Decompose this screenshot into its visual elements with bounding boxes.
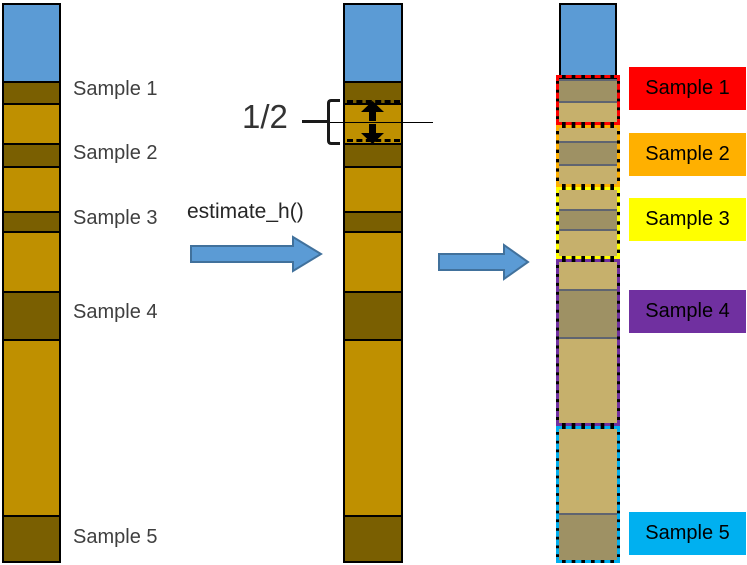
middle-band-dark-5 xyxy=(345,211,401,231)
sample-label-2: Sample 2 xyxy=(73,142,158,164)
sample-label-5: Sample 5 xyxy=(73,526,158,548)
middle-band-dark-3 xyxy=(345,143,401,166)
measure-dashed-top xyxy=(347,100,400,103)
middle-band-dark-9 xyxy=(345,515,401,561)
overlay-region-sample-4 xyxy=(556,259,620,426)
right-band-dark-5 xyxy=(559,209,617,229)
left-band-gold-6 xyxy=(4,231,59,291)
measure-reference-line xyxy=(330,122,433,123)
left-band-dark-5 xyxy=(4,211,59,231)
middle-band-gold-4 xyxy=(345,166,401,211)
right-band-dark-3 xyxy=(559,141,617,164)
left-band-gold-8 xyxy=(4,339,59,515)
legend-box-sample-1: Sample 1 xyxy=(629,67,746,110)
overlay-dash-sample-3 xyxy=(556,187,620,259)
overlay-dash-sample-4 xyxy=(556,259,620,426)
left-band-water-0 xyxy=(4,5,59,81)
overlay-region-sample-5 xyxy=(556,426,620,563)
legend-box-sample-3: Sample 3 xyxy=(629,198,746,241)
left-band-gold-2 xyxy=(4,103,59,143)
overlay-region-sample-1 xyxy=(556,75,620,125)
measure-dashed-bottom xyxy=(347,139,400,142)
brace-connector-line xyxy=(302,120,328,123)
sample-label-1: Sample 1 xyxy=(73,78,158,100)
overlay-dash-sample-1 xyxy=(556,75,620,125)
right-band-dark-7 xyxy=(559,289,617,337)
left-band-dark-7 xyxy=(4,291,59,339)
legend-box-sample-5: Sample 5 xyxy=(629,512,746,555)
middle-band-gold-6 xyxy=(345,231,401,291)
right-band-dark-1 xyxy=(559,79,617,101)
middle-band-gold-8 xyxy=(345,339,401,515)
estimate-h-label: estimate_h() xyxy=(187,200,304,223)
right-arrow-icon-2 xyxy=(438,243,530,281)
overlay-dash-sample-5 xyxy=(556,426,620,563)
sample-label-4: Sample 4 xyxy=(73,301,158,323)
middle-band-water-0 xyxy=(345,5,401,81)
legend-box-sample-2: Sample 2 xyxy=(629,133,746,176)
middle-band-gold-2 xyxy=(345,103,401,143)
overlay-region-sample-3 xyxy=(556,187,620,259)
middle-band-dark-7 xyxy=(345,291,401,339)
right-band-dark-9 xyxy=(559,513,617,563)
left-band-dark-3 xyxy=(4,143,59,166)
sample-label-3: Sample 3 xyxy=(73,207,158,229)
core-column-middle xyxy=(343,3,403,563)
legend-box-sample-4: Sample 4 xyxy=(629,290,746,333)
core-column-left xyxy=(2,3,61,563)
right-band-water-0 xyxy=(559,3,617,79)
right-band-gold-2 xyxy=(559,101,617,141)
right-arrow-icon-1 xyxy=(190,235,323,273)
left-band-dark-1 xyxy=(4,81,59,103)
middle-band-dark-1 xyxy=(345,81,401,103)
left-band-gold-4 xyxy=(4,166,59,211)
overlay-dash-sample-2 xyxy=(556,125,620,187)
half-label: 1/2 xyxy=(242,98,288,135)
left-band-dark-9 xyxy=(4,515,59,561)
overlay-region-sample-2 xyxy=(556,125,620,187)
curly-brace xyxy=(327,99,340,145)
